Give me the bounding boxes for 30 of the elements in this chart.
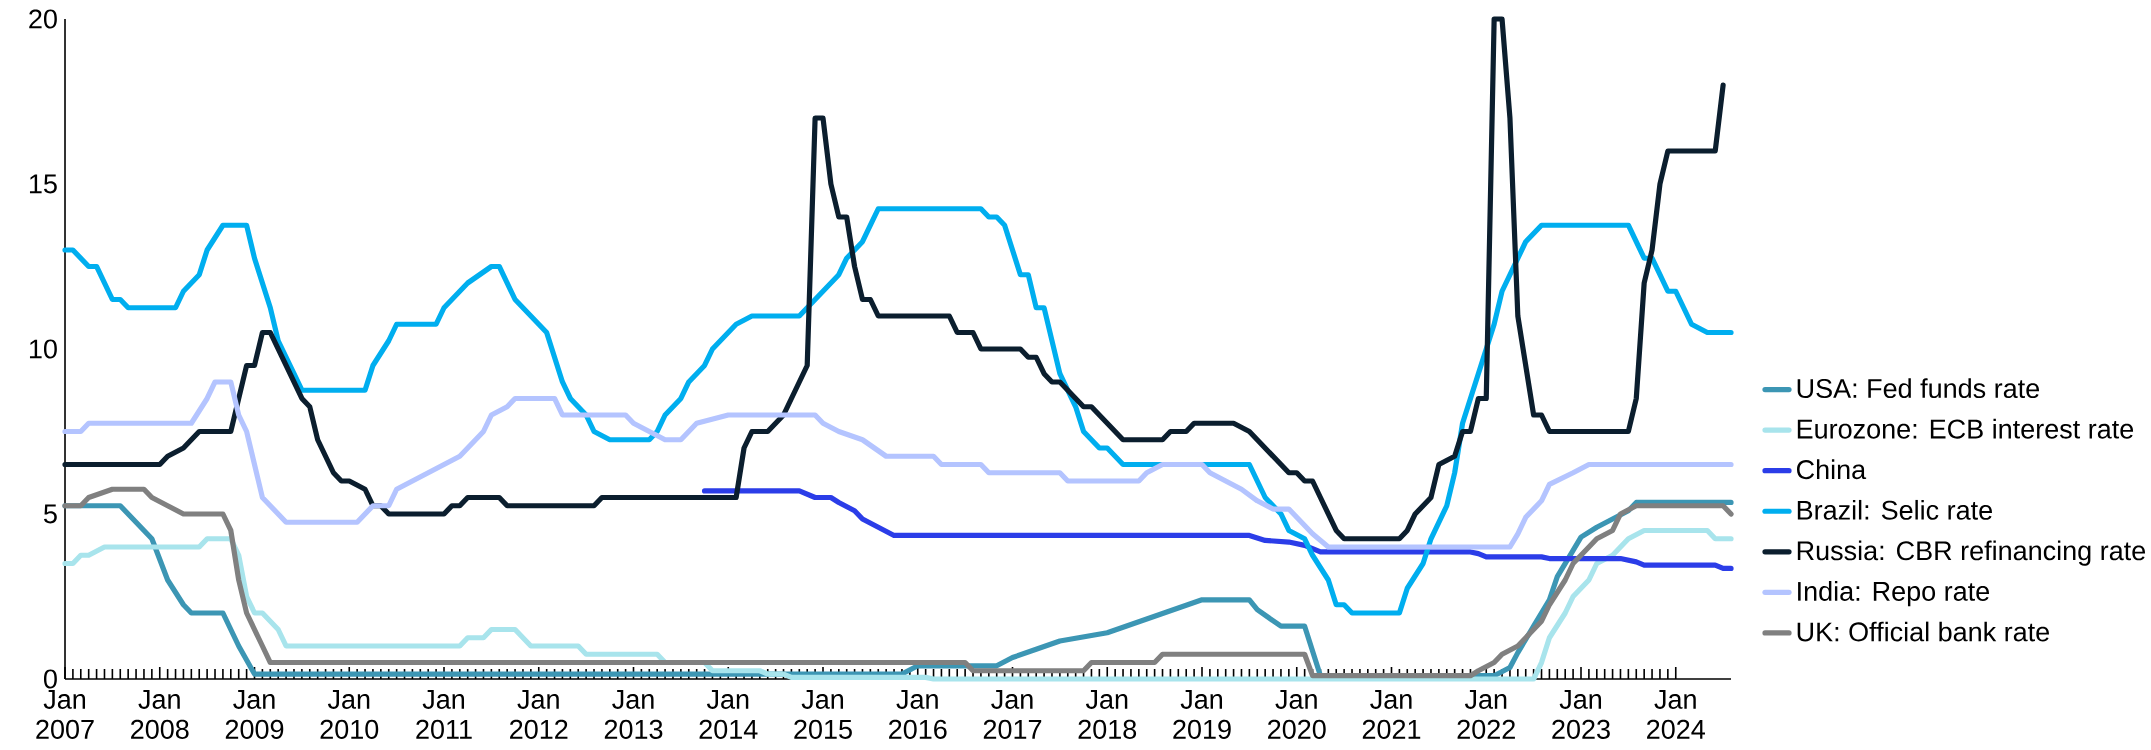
x-tick-label: Jan 2019 bbox=[1173, 690, 1231, 739]
x-tick-label: Jan 2021 bbox=[1362, 690, 1421, 739]
x-tick-label: Jan 2015 bbox=[794, 690, 852, 739]
x-tick-label: Jan 2024 bbox=[1647, 690, 1705, 739]
x-tick-label: Jan 2016 bbox=[889, 690, 947, 739]
x-tick-label: Jan 2007 bbox=[36, 690, 94, 739]
y-tick-label: 10 bbox=[29, 339, 57, 359]
x-tick-label: Jan 2023 bbox=[1552, 690, 1610, 739]
x-tick-label: Jan 2017 bbox=[983, 690, 1042, 739]
legend-label: Eurozone: ECB interest rate bbox=[1797, 418, 2134, 439]
x-tick-label: Jan 2013 bbox=[604, 690, 663, 739]
legend-label: UK: Official bank rate bbox=[1797, 621, 2050, 642]
x-tick-label: Jan 2011 bbox=[416, 690, 472, 739]
legend-label: Russia: CBR refinancing rate bbox=[1797, 540, 2146, 566]
x-tick-label: Jan 2020 bbox=[1268, 690, 1326, 739]
x-tick-label: Jan 2010 bbox=[320, 690, 379, 739]
x-tick-label: Jan 2012 bbox=[510, 690, 568, 739]
y-tick-label: 5 bbox=[43, 504, 57, 524]
x-tick-label: Jan 2014 bbox=[699, 690, 758, 739]
legend-label: India: Repo rate bbox=[1798, 581, 1990, 607]
x-tick-label: Jan 2009 bbox=[225, 690, 284, 739]
x-tick-label: Jan 2018 bbox=[1078, 690, 1137, 739]
y-tick-label: 20 bbox=[29, 9, 57, 29]
legend-label: USA: Fed funds rate bbox=[1797, 378, 2040, 399]
x-tick-label: Jan 2022 bbox=[1457, 690, 1515, 739]
legend-label: Brazil: Selic rate bbox=[1797, 499, 1992, 520]
y-tick-label: 15 bbox=[29, 174, 57, 194]
x-tick-label: Jan 2008 bbox=[131, 690, 189, 739]
legend-label: China bbox=[1796, 459, 1867, 480]
y-tick-label: 0 bbox=[43, 669, 57, 689]
